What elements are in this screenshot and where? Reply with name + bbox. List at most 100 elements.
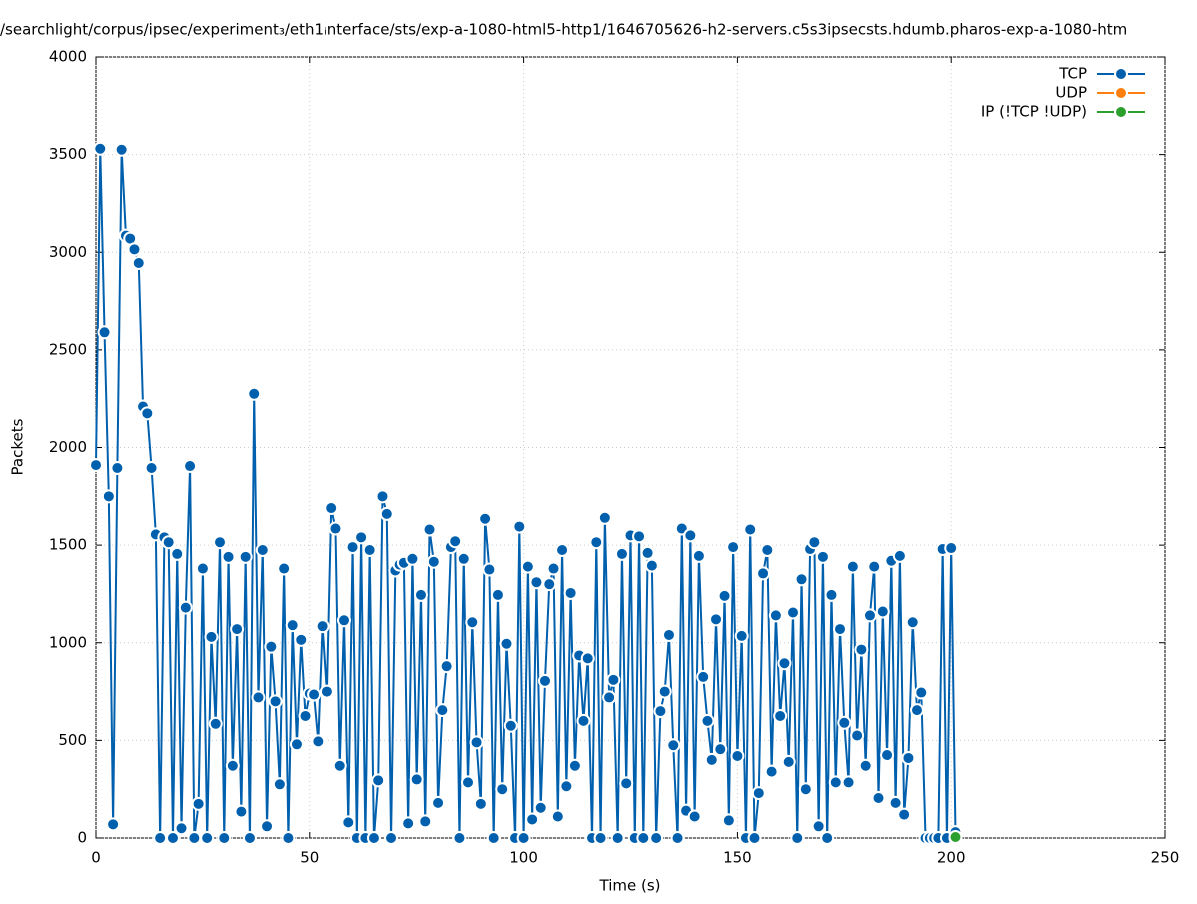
data-point (580, 651, 595, 666)
data-point (426, 554, 441, 569)
data-point (734, 628, 749, 643)
data-point (841, 775, 856, 790)
data-point (867, 559, 882, 574)
x-tick-label: 250 (1151, 849, 1180, 867)
data-point (465, 615, 480, 630)
data-point (469, 735, 484, 750)
data-point (537, 673, 552, 688)
data-point (371, 773, 386, 788)
data-point (892, 548, 907, 563)
data-point (114, 142, 129, 157)
data-point (768, 608, 783, 623)
data-point (328, 521, 343, 536)
data-point (897, 807, 912, 822)
data-point (905, 615, 920, 630)
data-point (862, 608, 877, 623)
data-point (482, 562, 497, 577)
data-point (405, 551, 420, 566)
data-point (140, 406, 155, 421)
data-point (790, 831, 805, 845)
data-point (401, 816, 416, 831)
legend-label: UDP (1055, 84, 1087, 102)
data-point (696, 669, 711, 684)
data-point (833, 622, 848, 637)
data-point (713, 742, 728, 757)
data-point (97, 325, 112, 340)
data-point (234, 804, 249, 819)
data-point (717, 588, 732, 603)
data-point (670, 831, 685, 845)
data-point (850, 728, 865, 743)
data-point (606, 672, 621, 687)
data-point (542, 577, 557, 592)
data-point (174, 821, 189, 836)
data-point (824, 587, 839, 602)
y-tick-label: 1500 (49, 536, 87, 554)
data-point (490, 587, 505, 602)
data-point (251, 690, 266, 705)
data-point (221, 549, 236, 564)
y-tick-label: 3500 (49, 145, 87, 163)
data-point (777, 656, 792, 671)
data-point (448, 534, 463, 549)
data-point (614, 546, 629, 561)
data-point (247, 386, 262, 401)
data-point (948, 830, 963, 845)
x-tick-label: 0 (91, 849, 101, 867)
data-point (315, 619, 330, 634)
legend-label: IP (!TCP !UDP) (981, 103, 1087, 121)
data-point (644, 558, 659, 573)
legend-label: TCP (1058, 65, 1087, 83)
y-tick-label: 500 (58, 731, 87, 749)
x-tick-label: 100 (509, 849, 538, 867)
y-tick-label: 3000 (49, 243, 87, 261)
data-point (798, 782, 813, 797)
data-point (354, 530, 369, 545)
data-point (106, 817, 121, 832)
data-point (238, 549, 253, 564)
data-point (700, 713, 715, 728)
data-point (230, 622, 245, 637)
y-tick-label: 0 (77, 829, 87, 847)
data-point (191, 796, 206, 811)
data-point (217, 831, 232, 845)
data-point (495, 782, 510, 797)
data-point (413, 587, 428, 602)
data-point (661, 627, 676, 642)
data-point (161, 535, 176, 550)
data-point (563, 585, 578, 600)
data-point (610, 831, 625, 845)
data-point (418, 814, 433, 829)
data-point (597, 510, 612, 525)
legend-marker (1114, 67, 1128, 81)
data-point (828, 775, 843, 790)
data-point (473, 796, 488, 811)
data-point (811, 819, 826, 834)
data-point (332, 758, 347, 773)
data-point (204, 629, 219, 644)
data-point (709, 612, 724, 627)
data-point (944, 541, 959, 556)
x-tick-label: 200 (937, 849, 966, 867)
data-point (807, 535, 822, 550)
data-point (909, 703, 924, 718)
data-point (760, 543, 775, 558)
x-tick-label: 50 (300, 849, 319, 867)
data-point (366, 831, 381, 845)
data-point (764, 764, 779, 779)
data-point (131, 255, 146, 270)
data-point (529, 575, 544, 590)
data-point (743, 522, 758, 537)
data-point (845, 559, 860, 574)
data-point (649, 831, 664, 845)
data-point (516, 831, 531, 845)
data-point (187, 831, 202, 845)
data-point (478, 511, 493, 526)
data-point (264, 639, 279, 654)
data-point (268, 694, 283, 709)
data-point (520, 559, 535, 574)
data-point (242, 831, 257, 845)
data-point (289, 737, 304, 752)
data-point (691, 548, 706, 563)
data-point (379, 506, 394, 521)
